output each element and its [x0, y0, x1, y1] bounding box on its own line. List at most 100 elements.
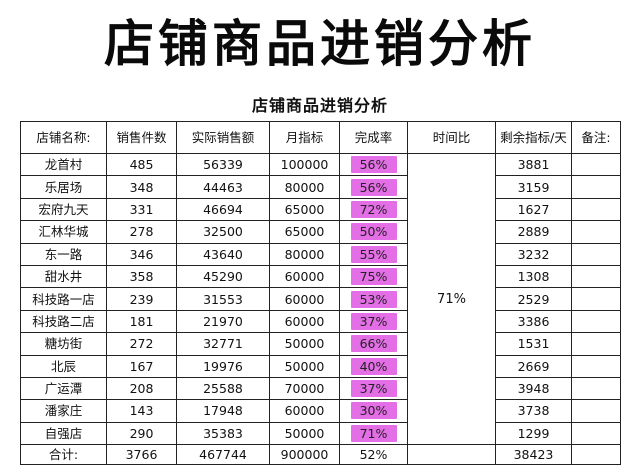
- completion-rate-cell: 75%: [339, 264, 408, 289]
- remaining-target-cell: 1299: [495, 421, 572, 446]
- remaining-target-cell: 3881: [495, 152, 572, 177]
- monthly-target-cell: 60000: [269, 399, 340, 423]
- store-name-cell: 科技路一店: [20, 287, 107, 311]
- remaining-target-cell: 1531: [495, 332, 572, 356]
- completion-rate-highlight: 53%: [350, 290, 397, 308]
- store-name-cell: 甜水井: [20, 264, 107, 289]
- monthly-target-cell: 80000: [269, 242, 340, 266]
- table-row: 甜水井 358 45290 60000 75% 1308: [20, 264, 621, 289]
- spreadsheet-image: 店铺商品进销分析 店铺名称: 销售件数 实际销售额 月指标 完成率 时间比 剩余…: [20, 88, 621, 465]
- actual-sales-cell: 17948: [176, 399, 270, 423]
- column-header: 月指标: [269, 121, 340, 154]
- table-row: 汇林华城 278 32500 65000 50% 2889: [20, 220, 621, 244]
- store-name-cell: 自强店: [20, 421, 107, 446]
- time-ratio-cell: 71%: [407, 152, 496, 446]
- monthly-target-cell: 50000: [269, 332, 340, 356]
- completion-rate-highlight: 56%: [350, 156, 397, 174]
- monthly-target-cell: 65000: [269, 197, 340, 222]
- actual-sales-cell: 32771: [176, 332, 270, 356]
- column-header: 完成率: [339, 121, 408, 154]
- monthly-target-cell: 50000: [269, 421, 340, 446]
- column-header: 时间比: [407, 121, 496, 154]
- completion-rate-highlight: 37%: [350, 380, 397, 398]
- total-row: 合计: 3766 467744 900000 52% 38423: [20, 444, 621, 465]
- remaining-target-cell: 2669: [495, 354, 572, 378]
- remaining-target-cell: 1308: [495, 264, 572, 289]
- actual-sales-cell: 43640: [176, 242, 270, 266]
- table-row: 科技路二店 181 21970 60000 37% 3386: [20, 309, 621, 334]
- sales-qty-cell: 331: [106, 197, 177, 222]
- completion-rate-highlight: 72%: [350, 200, 397, 218]
- remaining-target-cell: 3232: [495, 242, 572, 266]
- note-cell: [571, 376, 621, 401]
- table-row: 糖坊街 272 32771 50000 66% 1531: [20, 332, 621, 356]
- actual-sales-cell: 56339: [176, 152, 270, 177]
- table-row: 龙首村 485 56339 100000 56% 71% 3881: [20, 152, 621, 446]
- completion-rate-cell: 37%: [339, 309, 408, 334]
- monthly-target-cell: 60000: [269, 264, 340, 289]
- note-cell: [571, 264, 621, 289]
- sales-table: 店铺名称: 销售件数 实际销售额 月指标 完成率 时间比 剩余指标/天 备注: …: [20, 121, 621, 465]
- note-cell: [571, 332, 621, 356]
- actual-sales-cell: 35383: [176, 421, 270, 446]
- store-name-cell: 广运潭: [20, 376, 107, 401]
- table-row: 乐居场 348 44463 80000 56% 3159: [20, 175, 621, 199]
- table-row: 自强店 290 35383 50000 71% 1299: [20, 421, 621, 446]
- completion-rate-highlight: 75%: [350, 268, 397, 286]
- store-name-cell: 乐居场: [20, 175, 107, 199]
- note-cell: [571, 152, 621, 177]
- total-remaining-cell: 38423: [495, 444, 572, 465]
- completion-rate-cell: 72%: [339, 197, 408, 222]
- remaining-target-cell: 3386: [495, 309, 572, 334]
- note-cell: [571, 287, 621, 311]
- table-row: 北辰 167 19976 50000 40% 2669: [20, 354, 621, 378]
- note-cell: [571, 197, 621, 222]
- note-cell: [571, 220, 621, 244]
- actual-sales-cell: 32500: [176, 220, 270, 244]
- remaining-target-cell: 3738: [495, 399, 572, 423]
- actual-sales-cell: 45290: [176, 264, 270, 289]
- table-row: 东一路 346 43640 80000 55% 3232: [20, 242, 621, 266]
- sales-qty-cell: 239: [106, 287, 177, 311]
- monthly-target-cell: 80000: [269, 175, 340, 199]
- note-cell: [571, 399, 621, 423]
- sales-qty-cell: 143: [106, 399, 177, 423]
- completion-rate-cell: 30%: [339, 399, 408, 423]
- completion-rate-cell: 56%: [339, 152, 408, 177]
- note-cell: [571, 242, 621, 266]
- completion-rate-cell: 56%: [339, 175, 408, 199]
- completion-rate-highlight: 30%: [350, 402, 397, 420]
- completion-rate-highlight: 37%: [350, 312, 397, 330]
- sales-qty-cell: 181: [106, 309, 177, 334]
- sales-qty-cell: 290: [106, 421, 177, 446]
- total-rate-cell: 52%: [339, 444, 408, 465]
- remaining-target-cell: 3159: [495, 175, 572, 199]
- actual-sales-cell: 46694: [176, 197, 270, 222]
- actual-sales-cell: 44463: [176, 175, 270, 199]
- completion-rate-highlight: 66%: [350, 335, 397, 353]
- note-cell: [571, 421, 621, 446]
- completion-rate-highlight: 71%: [350, 424, 397, 442]
- remaining-target-cell: 2889: [495, 220, 572, 244]
- actual-sales-cell: 19976: [176, 354, 270, 378]
- sales-qty-cell: 167: [106, 354, 177, 378]
- monthly-target-cell: 70000: [269, 376, 340, 401]
- completion-rate-highlight: 55%: [350, 245, 397, 263]
- note-cell: [571, 354, 621, 378]
- completion-rate-cell: 71%: [339, 421, 408, 446]
- column-header: 备注:: [571, 121, 621, 154]
- note-cell: [571, 309, 621, 334]
- table-row: 宏府九天 331 46694 65000 72% 1627: [20, 197, 621, 222]
- completion-rate-cell: 55%: [339, 242, 408, 266]
- store-name-cell: 北辰: [20, 354, 107, 378]
- table-row: 科技路一店 239 31553 60000 53% 2529: [20, 287, 621, 311]
- column-header: 店铺名称:: [20, 121, 107, 154]
- store-name-cell: 糖坊街: [20, 332, 107, 356]
- table-row: 广运潭 208 25588 70000 37% 3948: [20, 376, 621, 401]
- remaining-target-cell: 3948: [495, 376, 572, 401]
- actual-sales-cell: 25588: [176, 376, 270, 401]
- monthly-target-cell: 50000: [269, 354, 340, 378]
- monthly-target-cell: 60000: [269, 309, 340, 334]
- sales-qty-cell: 272: [106, 332, 177, 356]
- sales-qty-cell: 485: [106, 152, 177, 177]
